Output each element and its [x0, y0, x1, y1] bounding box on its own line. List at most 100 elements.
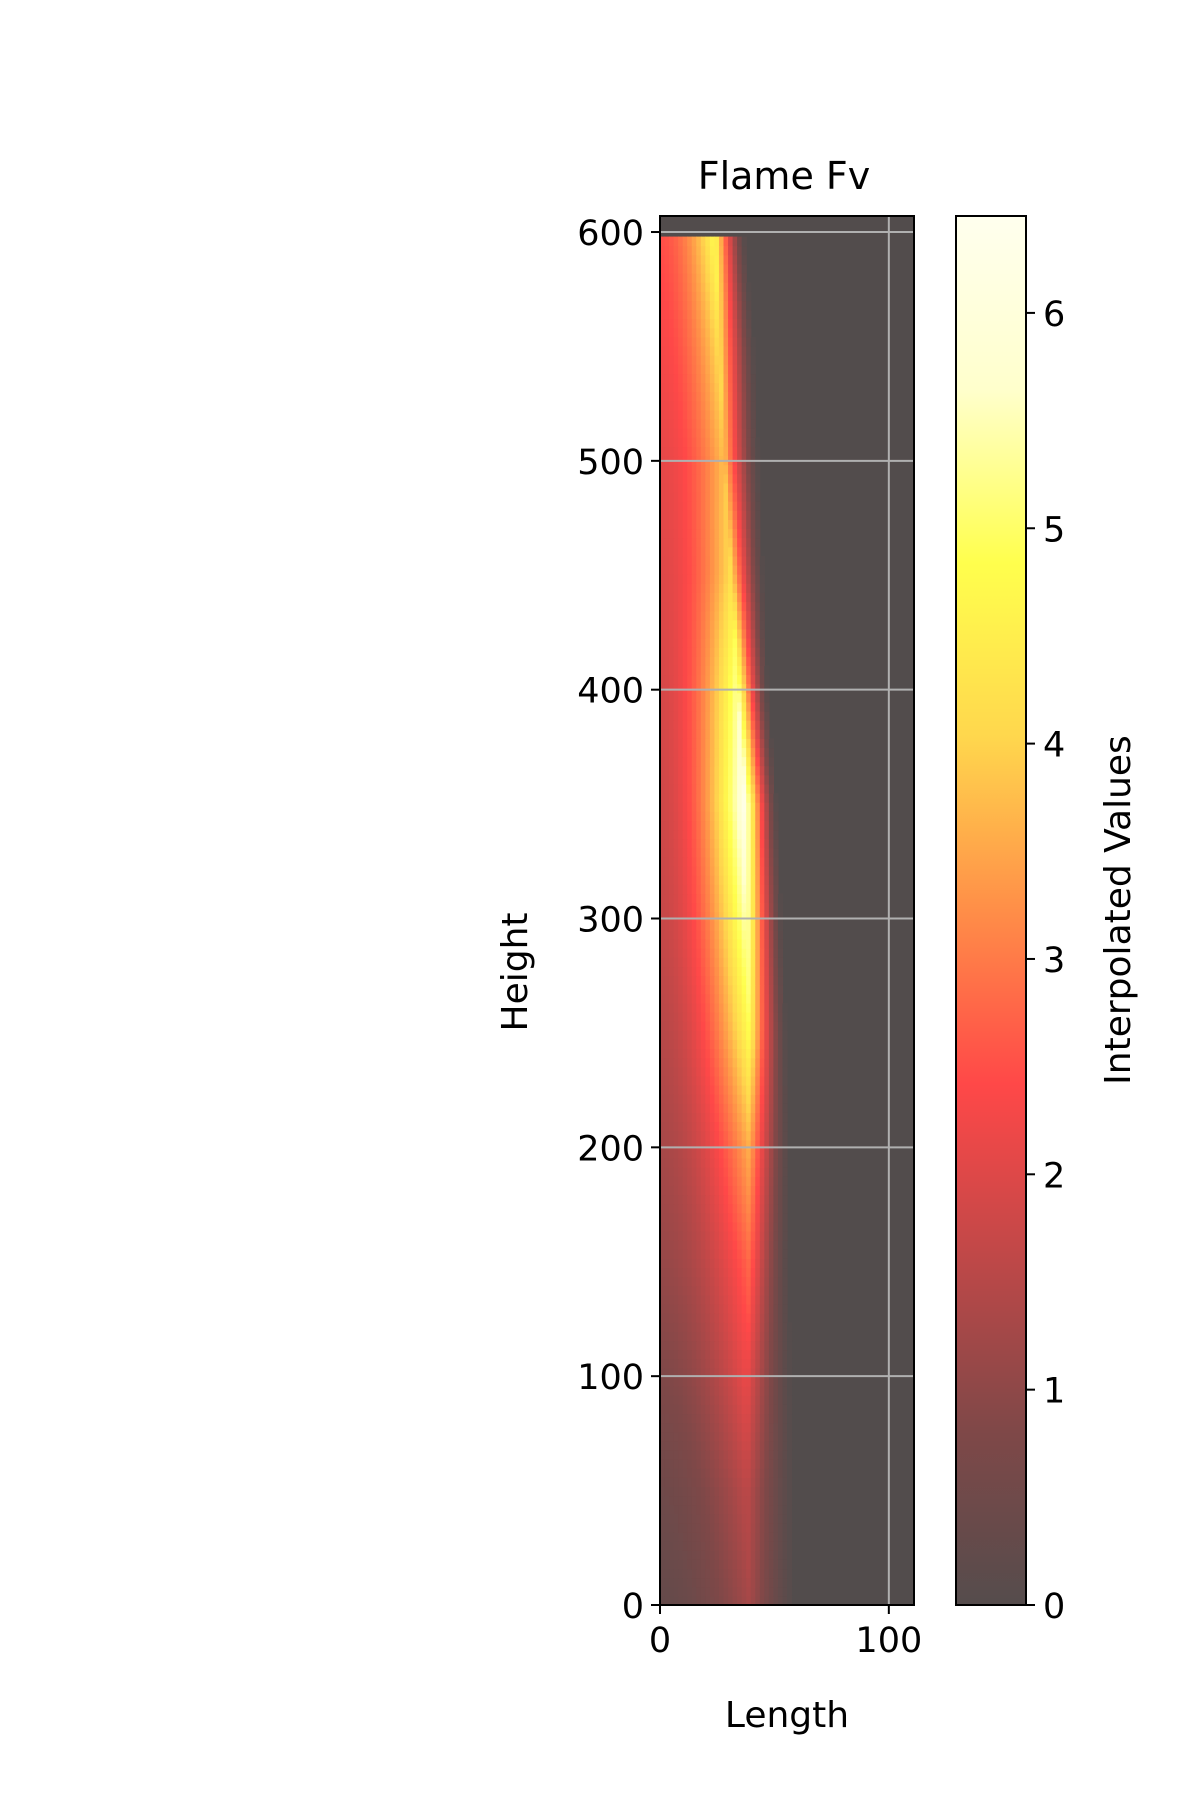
heatmap-cell [741, 1075, 747, 1086]
heatmap-cell [673, 1103, 679, 1113]
heatmap-cell [755, 774, 761, 785]
heatmap-cell [714, 875, 720, 885]
heatmap-cell [782, 1075, 788, 1086]
heatmap-cell [741, 756, 747, 767]
heatmap-cell [709, 601, 716, 612]
heatmap-cell [764, 1513, 770, 1524]
heatmap-cell [709, 1568, 716, 1579]
heatmap-cell [700, 1541, 706, 1551]
heatmap-cell [660, 391, 666, 402]
heatmap-cell [741, 866, 747, 876]
heatmap-cell [777, 966, 784, 977]
heatmap-cell [768, 765, 774, 776]
heatmap-cell [723, 1176, 729, 1186]
heatmap-cell [678, 829, 684, 840]
heatmap-cell [660, 902, 666, 913]
heatmap-cell [664, 1367, 670, 1378]
heatmap-cell [718, 1440, 725, 1451]
heatmap-cell [723, 802, 729, 812]
heatmap-cell [705, 856, 711, 867]
heatmap-cell [764, 1212, 770, 1223]
heatmap-cell [718, 1577, 725, 1588]
heatmap-cell [764, 674, 770, 685]
heatmap-cell [682, 993, 688, 1004]
heatmap-cell [746, 1386, 752, 1396]
heatmap-cell [664, 1513, 670, 1524]
heatmap-cell [678, 1495, 684, 1506]
heatmap-cell [755, 492, 761, 502]
heatmap-cell [750, 1477, 756, 1487]
heatmap-cell [768, 1568, 774, 1579]
heatmap-cell [723, 1595, 729, 1606]
heatmap-cell [664, 1048, 670, 1059]
heatmap-cell [673, 1459, 679, 1469]
heatmap-cell [682, 446, 688, 457]
heatmap-cell [687, 884, 693, 895]
heatmap-cell [746, 1221, 752, 1232]
heatmap-cell [696, 318, 702, 329]
heatmap-cell [705, 1039, 711, 1050]
heatmap-cell [696, 1194, 702, 1205]
heatmap-cell [673, 1285, 679, 1296]
heatmap-cell [709, 546, 716, 557]
heatmap-cell [741, 637, 747, 648]
heatmap-cell [705, 291, 711, 302]
heatmap-cell [705, 738, 711, 749]
heatmap-cell [682, 1267, 688, 1278]
heatmap-cell [664, 811, 670, 822]
heatmap-cell [759, 1285, 765, 1296]
heatmap-cell [691, 409, 697, 420]
heatmap-cell [678, 701, 684, 712]
heatmap-cell [773, 1477, 779, 1487]
heatmap-cell [705, 1568, 711, 1579]
heatmap-cell [777, 1376, 784, 1387]
heatmap-cell [664, 1322, 670, 1332]
heatmap-cell [782, 1568, 788, 1579]
heatmap-cell [741, 628, 747, 639]
heatmap-cell [700, 1285, 706, 1296]
heatmap-cell [773, 802, 779, 812]
heatmap-cell [732, 282, 738, 292]
heatmap-cell [696, 1358, 702, 1369]
heatmap-cell [718, 1194, 725, 1205]
heatmap-cell [673, 929, 679, 940]
heatmap-cell [696, 355, 702, 365]
heatmap-cell [678, 263, 684, 274]
heatmap-cell [660, 1349, 666, 1360]
heatmap-cell [709, 1094, 716, 1104]
heatmap-cell [714, 1294, 720, 1305]
heatmap-cell [664, 446, 670, 457]
heatmap-cell [700, 273, 706, 283]
heatmap-cell [773, 957, 779, 968]
heatmap-cell [709, 1194, 716, 1205]
heatmap-cell [718, 665, 725, 676]
heatmap-cell [714, 929, 720, 940]
heatmap-cell [700, 546, 706, 557]
heatmap-cell [718, 1504, 725, 1515]
heatmap-cell [682, 263, 688, 274]
heatmap-cell [768, 783, 774, 794]
heatmap-cell [723, 1048, 729, 1059]
heatmap-cell [723, 729, 729, 739]
heatmap-cell [741, 1449, 747, 1460]
heatmap-cell [732, 1258, 738, 1269]
heatmap-cell [664, 1267, 670, 1278]
heatmap-cell [678, 993, 684, 1004]
heatmap-cell [782, 1085, 788, 1095]
heatmap-cell [678, 1139, 684, 1150]
heatmap-cell [718, 1413, 725, 1424]
heatmap-cell [673, 1303, 679, 1314]
heatmap-cell [728, 720, 734, 730]
heatmap-cell [746, 920, 752, 931]
heatmap-cell [664, 291, 670, 302]
heatmap-cell [673, 1230, 679, 1241]
heatmap-cell [741, 1541, 747, 1551]
heatmap-cell [696, 1431, 702, 1442]
heatmap-cell [750, 1221, 756, 1232]
heatmap-cell [709, 473, 716, 484]
heatmap-cell [691, 318, 697, 329]
heatmap-cell [696, 382, 702, 393]
heatmap-cell [746, 1422, 752, 1433]
heatmap-cell [718, 875, 725, 885]
heatmap-cell [718, 811, 725, 822]
